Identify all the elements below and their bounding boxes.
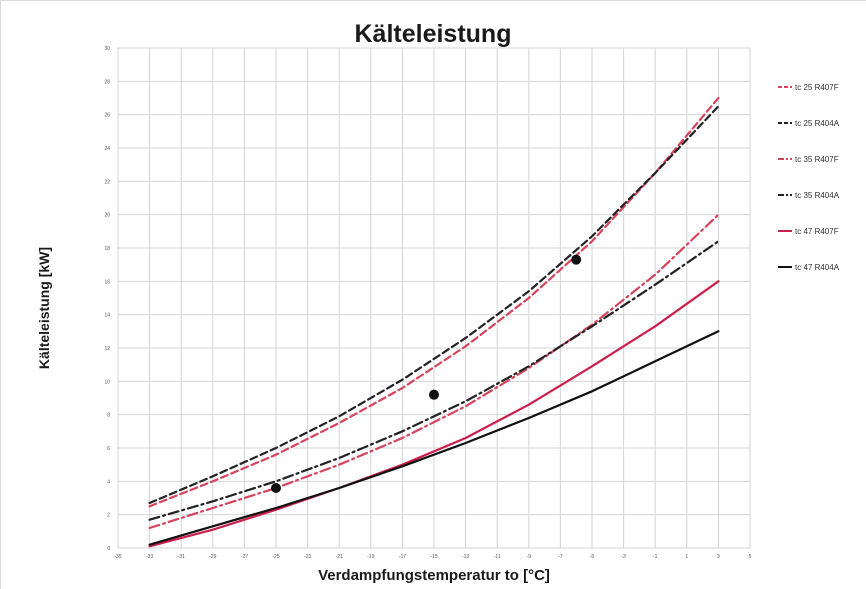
data-marker-1 bbox=[429, 389, 439, 400]
data-marker-2 bbox=[571, 254, 582, 265]
y-tick-label: 26 bbox=[104, 113, 110, 119]
x-tick-label: -11 bbox=[494, 554, 501, 560]
data-marker-0 bbox=[271, 483, 281, 493]
legend-label-2: tc 35 R407F bbox=[795, 155, 839, 164]
y-tick-label: 30 bbox=[104, 46, 110, 52]
y-tick-label: 10 bbox=[104, 379, 110, 385]
y-tick-label: 2 bbox=[107, 513, 110, 519]
x-tick-label: -33 bbox=[146, 554, 153, 560]
x-tick-label: -19 bbox=[367, 554, 374, 560]
legend-label-0: tc 25 R407F bbox=[795, 83, 839, 92]
x-axis-title: Verdampfungstemperatur to [°C] bbox=[318, 567, 550, 584]
x-tick-label: 1 bbox=[685, 554, 688, 560]
y-tick-label: 20 bbox=[104, 213, 110, 219]
y-tick-label: 8 bbox=[107, 413, 110, 419]
x-tick-label: -1 bbox=[653, 554, 658, 560]
legend-label-3: tc 35 R404A bbox=[795, 191, 840, 200]
legend-label-5: tc 47 R404A bbox=[795, 263, 840, 272]
series-line-3 bbox=[148, 240, 720, 521]
x-tick-label: -5 bbox=[590, 554, 595, 560]
x-tick-label: -35 bbox=[114, 554, 121, 560]
series-line-5 bbox=[148, 330, 720, 546]
x-tick-label: -9 bbox=[527, 554, 532, 560]
legend-label-4: tc 47 R407F bbox=[795, 227, 839, 236]
x-tick-label: -13 bbox=[462, 554, 469, 560]
y-tick-label: 28 bbox=[104, 79, 110, 85]
x-tick-label: -23 bbox=[304, 554, 311, 560]
y-tick-label: 16 bbox=[104, 279, 110, 285]
x-tick-label: -7 bbox=[558, 554, 563, 560]
y-tick-label: 0 bbox=[107, 546, 110, 552]
series-line-2 bbox=[148, 213, 720, 530]
y-tick-label: 4 bbox=[107, 479, 110, 485]
x-tick-label: -27 bbox=[241, 554, 248, 560]
series-line-0 bbox=[148, 96, 720, 508]
x-tick-label: 3 bbox=[717, 554, 720, 560]
y-tick-label: 22 bbox=[104, 179, 110, 185]
series-line-1 bbox=[148, 105, 720, 505]
series-line-4 bbox=[148, 280, 720, 548]
x-tick-label: -15 bbox=[430, 554, 437, 560]
x-tick-label: 5 bbox=[749, 554, 752, 560]
legend-label-1: tc 25 R404A bbox=[795, 119, 840, 128]
tick-labels: -35 -33 -31 -29 -27 -25 -23 -21 -19 -17 -15 -13 -11-… bbox=[104, 46, 751, 560]
x-tick-label: -17 bbox=[399, 554, 406, 560]
y-tick-label: 14 bbox=[104, 313, 110, 319]
x-tick-label: -21 bbox=[336, 554, 343, 560]
legend: tc 25 R407F tc 25 R404A tc 35 R407F tc 35 R… bbox=[778, 83, 840, 272]
x-tick-label: -25 bbox=[272, 554, 279, 560]
x-tick-label: -3 bbox=[621, 554, 626, 560]
series-lines bbox=[148, 96, 720, 548]
chart-title: Kälteleistung bbox=[354, 20, 512, 48]
y-tick-label: 18 bbox=[104, 246, 110, 252]
x-tick-label: -29 bbox=[209, 554, 216, 560]
gridlines bbox=[117, 47, 751, 549]
y-tick-label: 12 bbox=[104, 346, 110, 352]
x-tick-label: -31 bbox=[178, 554, 185, 560]
data-markers bbox=[271, 254, 582, 493]
y-tick-label: 6 bbox=[107, 446, 110, 452]
y-tick-label: 24 bbox=[104, 146, 110, 152]
